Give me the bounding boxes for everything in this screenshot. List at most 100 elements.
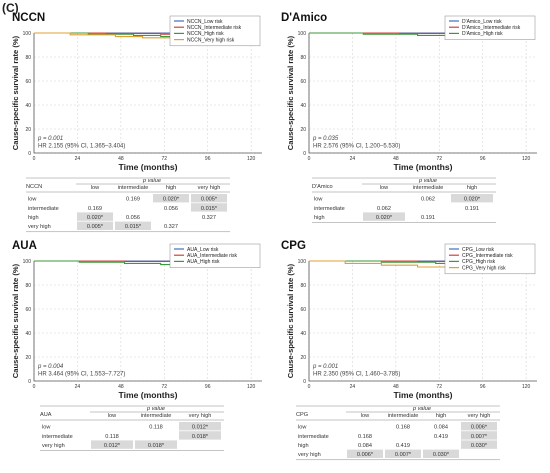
x-tick-label: 0 [308, 156, 311, 162]
legend-label: NCCN_Low risk [187, 19, 223, 25]
table-cell: 0.020* [87, 215, 104, 221]
chart-svg: D'Amico 0 20 40 60 80 100 0 24 48 72 96 120 Time (mon… [281, 12, 537, 172]
y-tick-label: 100 [23, 259, 32, 265]
table-row-label: intermediate [28, 206, 59, 212]
significant-cell-shading [191, 203, 227, 212]
table-cell: 0.056 [126, 215, 140, 221]
table-cell: 0.062 [377, 206, 391, 212]
table-column-header: low [380, 185, 389, 191]
y-tick-label: 60 [300, 307, 306, 313]
table-column-header: low [91, 185, 100, 191]
x-axis-label: Time (months) [393, 162, 452, 172]
significant-cell-shading [153, 194, 189, 203]
x-tick-label: 96 [205, 156, 211, 162]
significant-cell-shading [179, 431, 221, 440]
chart-title: D'Amico [281, 12, 327, 24]
legend-box [169, 243, 261, 268]
significant-cell-shading [115, 221, 151, 230]
significant-cell-shading [423, 449, 459, 458]
table-column-header: very high [468, 413, 491, 419]
significant-cell-shading [77, 212, 113, 221]
hazard-ratio-annotation: HR 2.576 (95% CI, 1.200–5.530) [313, 144, 400, 150]
y-tick-label: 80 [300, 55, 306, 61]
pvalue-table-damico: D'Amico p value low intermediate high low 0.06… [312, 176, 498, 225]
legend-label: D'Amico_High risk [462, 31, 503, 37]
p-value-annotation: p = 0.004 [37, 364, 64, 370]
y-axis-label: Cause-specific survival rate (%) [11, 263, 20, 378]
legend-label: AUA_Low risk [187, 247, 219, 253]
table-row-label: very high [42, 443, 65, 449]
table-cell: 0.007* [471, 434, 488, 440]
y-tick-label: 0 [28, 151, 31, 157]
legend-label: NCCN_Very high risk [187, 37, 235, 43]
y-tick-label: 60 [25, 79, 31, 85]
table-cell: 0.169 [126, 197, 140, 203]
y-tick-label: 100 [298, 31, 307, 37]
table-cell: 0.168 [396, 425, 410, 431]
table-column-header: intermediate [141, 413, 172, 419]
p-value-annotation: p = 0.001 [312, 364, 338, 370]
y-tick-label: 60 [300, 79, 306, 85]
table-group-header: p value [142, 178, 161, 184]
y-tick-label: 60 [25, 307, 31, 313]
y-tick-label: 40 [25, 103, 31, 109]
y-axis-label: Cause-specific survival rate (%) [286, 263, 295, 378]
pvalue-table-aua: AUA p value low intermediate very high low 0.1… [40, 404, 226, 453]
legend-label: D'Amico_Low risk [462, 19, 502, 25]
table-row-label: high [298, 443, 309, 449]
table-cell: 0.020* [163, 197, 180, 203]
significant-cell-shading [363, 212, 405, 221]
table-cell: 0.169 [88, 206, 102, 212]
table-cell: 0.168 [358, 434, 372, 440]
x-tick-label: 24 [75, 156, 81, 162]
km-chart-nccn: NCCN 0 20 40 60 80 100 0 24 48 72 96 120 Time (months… [0, 10, 272, 176]
table-row-label: intermediate [298, 434, 329, 440]
y-tick-label: 80 [300, 283, 306, 289]
table-row-label: intermediate [314, 206, 345, 212]
x-tick-label: 24 [75, 384, 81, 390]
y-tick-label: 40 [300, 331, 306, 337]
x-tick-label: 120 [522, 156, 531, 162]
table-row-label: high [28, 215, 39, 221]
table-column-header: high [436, 413, 447, 419]
y-tick-label: 0 [303, 379, 306, 385]
table-svg: NCCN p value low intermediate high very high l… [26, 177, 230, 233]
table-cell: 0.118 [105, 434, 119, 440]
hazard-ratio-annotation: HR 2.350 (95% CI, 1.460–3.785) [313, 372, 400, 378]
table-column-header: intermediate [118, 185, 149, 191]
y-tick-label: 100 [23, 31, 32, 37]
x-tick-label: 120 [247, 156, 256, 162]
table-column-header: intermediate [388, 413, 419, 419]
significant-cell-shading [461, 422, 497, 431]
axes-frame [33, 261, 262, 382]
pvalue-table-cpg: CPG p value low intermediate high very high lo… [296, 404, 502, 462]
table-column-header: low [108, 413, 117, 419]
table-title: NCCN [26, 184, 42, 190]
x-tick-label: 48 [118, 384, 124, 390]
x-tick-label: 72 [437, 384, 443, 390]
x-tick-label: 72 [437, 156, 443, 162]
table-cell: 0.062 [421, 197, 435, 203]
table-row-label: intermediate [42, 434, 73, 440]
x-axis-label: Time (months) [118, 390, 177, 400]
axes-frame [308, 33, 537, 154]
table-svg: AUA p value low intermediate very high low 0.1… [40, 405, 224, 451]
table-column-header: high [467, 185, 478, 191]
chart-title: AUA [12, 240, 37, 252]
table-cell: 0.327 [164, 224, 178, 230]
table-cell: 0.327 [202, 215, 216, 221]
table-group-header: p value [146, 406, 165, 412]
table-row-label: low [314, 197, 323, 203]
table-cell: 0.018* [148, 443, 165, 449]
significant-cell-shading [461, 440, 497, 449]
table-cell: 0.005* [201, 197, 218, 203]
table-title: AUA [40, 412, 52, 418]
x-tick-label: 48 [118, 156, 124, 162]
significant-cell-shading [461, 431, 497, 440]
legend-box [169, 15, 261, 47]
table-column-header: intermediate [413, 185, 444, 191]
table-cell: 0.006* [471, 425, 488, 431]
km-chart-aua: AUA 0 20 40 60 80 100 0 24 48 72 96 120 Time (months)… [0, 238, 272, 404]
x-tick-label: 96 [480, 384, 486, 390]
x-tick-label: 96 [205, 384, 211, 390]
